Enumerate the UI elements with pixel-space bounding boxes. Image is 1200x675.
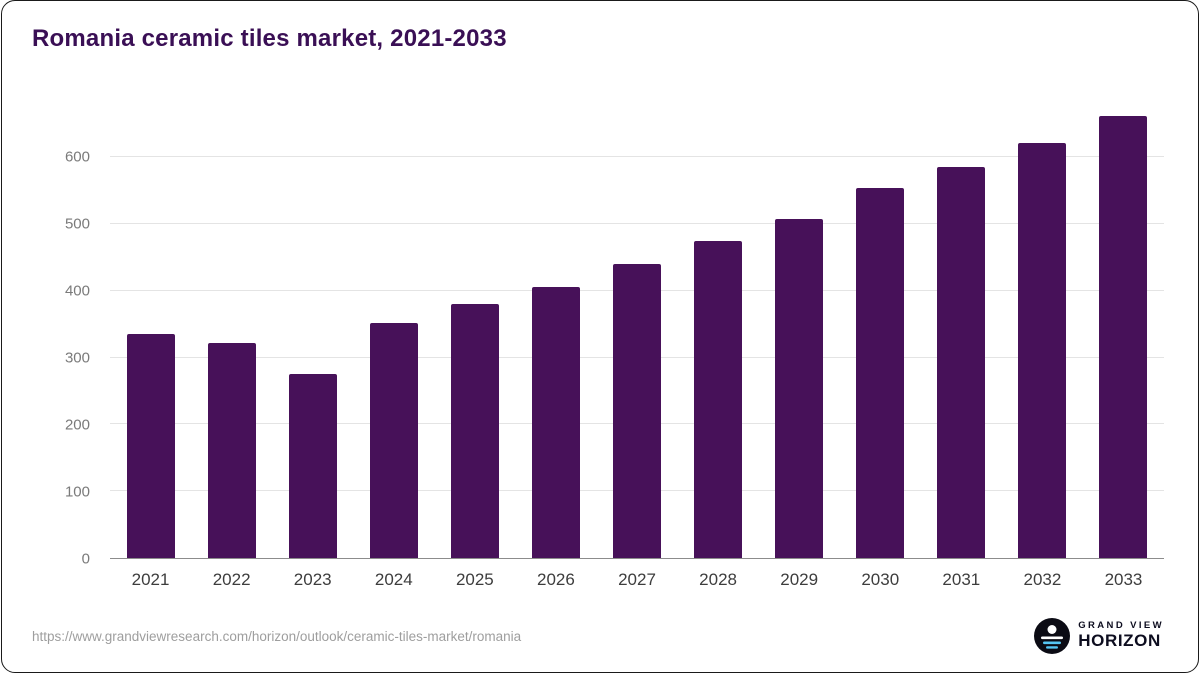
bar-cell xyxy=(678,97,759,558)
x-tick-label: 2024 xyxy=(374,570,413,589)
bar-cell xyxy=(191,97,272,558)
bar-2029 xyxy=(775,218,824,558)
y-tick-label: 200 xyxy=(64,416,90,434)
source-url: https://www.grandviewresearch.com/horizo… xyxy=(32,628,522,644)
bar-2027 xyxy=(613,264,661,558)
chart-title: Romania ceramic tiles market, 2021-2033 xyxy=(32,25,507,52)
x-tick-label: 2025 xyxy=(455,570,494,589)
logo-text-horizon: HORIZON xyxy=(1078,630,1161,650)
horizon-logo-icon xyxy=(1034,618,1071,654)
plot-area xyxy=(110,97,1164,559)
bar-2031 xyxy=(937,167,986,558)
bar-2030 xyxy=(856,187,905,558)
bar-cell xyxy=(434,97,515,558)
y-tick-label: 400 xyxy=(64,282,90,300)
bar-2032 xyxy=(1018,143,1067,558)
bar-2028 xyxy=(694,241,743,558)
x-axis-labels: 2021 2022 2023 2024 2025 2026 2027 2028 2029 2030… xyxy=(110,563,1164,597)
x-tick-label: 2031 xyxy=(942,570,981,589)
gridline xyxy=(110,222,1164,224)
logo-text: GRAND VIEW HORIZON xyxy=(1078,620,1164,650)
x-tick-label: 2030 xyxy=(861,570,900,589)
bar-cell xyxy=(1002,97,1083,558)
bar-2022 xyxy=(207,342,256,558)
bar-2025 xyxy=(450,304,499,558)
bar-cell xyxy=(272,97,353,558)
bar-cell xyxy=(840,97,921,558)
bar-cell xyxy=(353,97,434,558)
x-tick-label: 2022 xyxy=(212,570,251,589)
x-tick-label: 2023 xyxy=(293,570,332,589)
bar-cell xyxy=(110,97,191,558)
bar-2021 xyxy=(126,334,175,558)
y-tick-label: 500 xyxy=(64,215,90,233)
footer: https://www.grandviewresearch.com/horizo… xyxy=(32,618,1164,654)
x-tick-label: 2033 xyxy=(1104,570,1143,589)
bar-cell xyxy=(759,97,840,558)
bar-cell xyxy=(515,97,596,558)
bars-container xyxy=(110,97,1164,558)
bar-cell xyxy=(596,97,677,558)
y-tick-label: 300 xyxy=(64,349,90,367)
grandview-horizon-logo: GRAND VIEW HORIZON xyxy=(1034,618,1164,654)
bar-cell xyxy=(921,97,1002,558)
gridline xyxy=(110,156,1164,158)
y-tick-label: 0 xyxy=(81,550,90,568)
bar-2026 xyxy=(531,286,580,558)
bar-2023 xyxy=(288,374,337,558)
x-tick-label: 2029 xyxy=(780,570,819,589)
bar-2024 xyxy=(369,322,418,558)
x-tick-label: 2032 xyxy=(1023,570,1062,589)
bar-2033 xyxy=(1099,115,1148,558)
y-tick-label: 600 xyxy=(64,148,90,166)
x-tick-label: 2021 xyxy=(131,570,170,589)
x-tick-label: 2027 xyxy=(618,570,656,589)
logo-text-grand-view: GRAND VIEW xyxy=(1078,620,1164,632)
y-tick-label: 100 xyxy=(64,483,90,501)
y-axis-ticks: 0 100 200 300 400 500 600 xyxy=(30,97,102,568)
bar-cell xyxy=(1083,97,1164,558)
x-tick-label: 2026 xyxy=(537,570,575,589)
x-tick-label: 2028 xyxy=(699,570,737,589)
